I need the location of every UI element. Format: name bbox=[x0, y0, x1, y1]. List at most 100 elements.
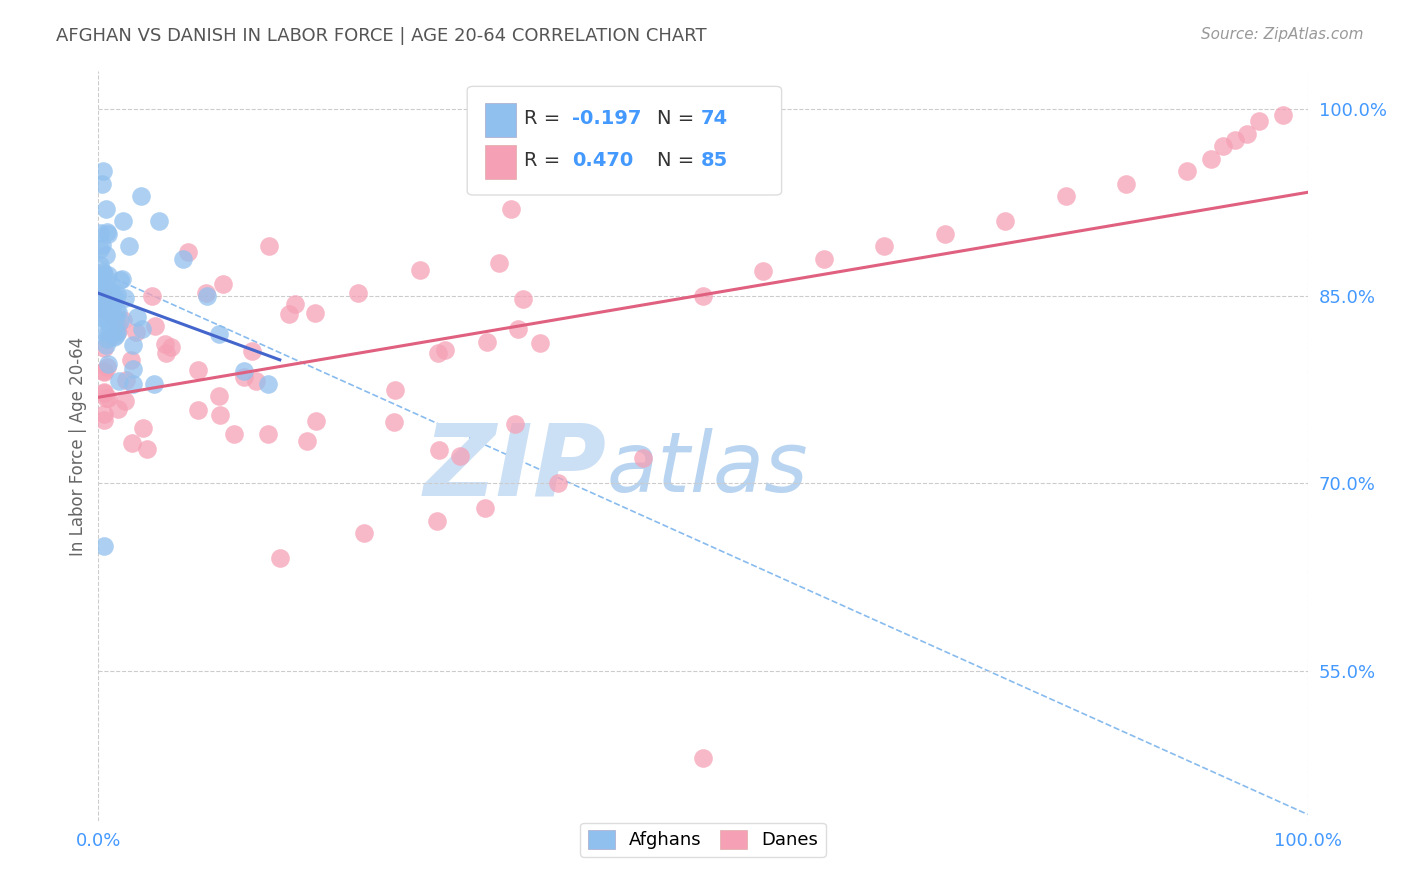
Text: N =: N = bbox=[657, 109, 700, 128]
Point bbox=[93, 292, 115, 306]
Point bbox=[111, 214, 134, 228]
Point bbox=[208, 389, 231, 403]
Point bbox=[111, 272, 134, 286]
Text: 85: 85 bbox=[700, 151, 728, 170]
Point bbox=[94, 297, 117, 311]
Point bbox=[114, 291, 136, 305]
Point bbox=[111, 313, 134, 327]
Y-axis label: In Labor Force | Age 20-64: In Labor Force | Age 20-64 bbox=[69, 336, 87, 556]
Point bbox=[93, 413, 115, 427]
Point bbox=[105, 287, 128, 301]
Point bbox=[89, 276, 111, 290]
Point bbox=[98, 305, 121, 319]
Point bbox=[631, 451, 654, 466]
Text: ZIP: ZIP bbox=[423, 420, 606, 517]
Point bbox=[114, 394, 136, 409]
Point bbox=[93, 290, 115, 304]
Point bbox=[269, 551, 291, 566]
Point bbox=[172, 252, 194, 266]
Point bbox=[91, 237, 114, 252]
Point bbox=[93, 341, 115, 355]
Point bbox=[148, 214, 170, 228]
Point bbox=[104, 314, 127, 328]
Point bbox=[107, 324, 129, 338]
Text: 0.470: 0.470 bbox=[572, 151, 634, 170]
Point bbox=[692, 289, 714, 303]
Point bbox=[93, 324, 115, 338]
Point bbox=[103, 330, 125, 344]
Point bbox=[93, 364, 115, 378]
Point bbox=[93, 407, 115, 421]
Point bbox=[100, 301, 122, 315]
Text: N =: N = bbox=[657, 151, 700, 170]
Point bbox=[93, 365, 115, 379]
Point bbox=[1223, 133, 1246, 147]
Point bbox=[121, 436, 143, 450]
Point bbox=[426, 514, 449, 528]
Point bbox=[195, 289, 218, 303]
Point bbox=[107, 374, 129, 388]
Point bbox=[100, 285, 122, 299]
Point bbox=[409, 263, 432, 277]
Point bbox=[187, 403, 209, 417]
Point bbox=[96, 281, 118, 295]
Point bbox=[127, 310, 149, 325]
Point bbox=[94, 292, 117, 306]
Point bbox=[1115, 177, 1137, 191]
Point bbox=[232, 364, 254, 378]
Point bbox=[427, 346, 450, 360]
Point bbox=[305, 414, 328, 428]
Point bbox=[129, 189, 152, 203]
Point bbox=[94, 303, 117, 318]
Text: R =: R = bbox=[524, 151, 567, 170]
Point bbox=[118, 239, 141, 253]
Point bbox=[91, 177, 114, 191]
Text: -0.197: -0.197 bbox=[572, 109, 641, 128]
Point bbox=[692, 751, 714, 765]
Point bbox=[93, 386, 115, 401]
Point bbox=[547, 476, 569, 491]
Point bbox=[107, 305, 129, 319]
Point bbox=[529, 335, 551, 350]
Point bbox=[91, 265, 114, 279]
Point bbox=[384, 384, 406, 398]
Point bbox=[475, 335, 498, 350]
Point bbox=[508, 322, 530, 336]
Point bbox=[208, 408, 231, 422]
FancyBboxPatch shape bbox=[467, 87, 782, 195]
Point bbox=[347, 285, 370, 300]
Point bbox=[101, 292, 124, 306]
Point bbox=[873, 239, 896, 253]
Point bbox=[104, 311, 127, 326]
Point bbox=[994, 214, 1017, 228]
Point bbox=[1199, 152, 1222, 166]
Bar bbox=[485, 145, 516, 178]
Point bbox=[90, 293, 112, 308]
Bar bbox=[485, 103, 516, 136]
Point bbox=[89, 258, 111, 272]
Point bbox=[153, 337, 176, 351]
Point bbox=[97, 227, 120, 241]
Point bbox=[94, 202, 117, 216]
Point bbox=[96, 295, 118, 310]
Point bbox=[208, 326, 231, 341]
Point bbox=[382, 415, 405, 429]
Point bbox=[240, 343, 263, 358]
Text: atlas: atlas bbox=[606, 428, 808, 509]
Point bbox=[91, 297, 114, 311]
Point bbox=[194, 285, 217, 300]
Point bbox=[96, 338, 118, 352]
Point bbox=[813, 252, 835, 266]
Point bbox=[107, 319, 129, 334]
Point bbox=[97, 301, 120, 315]
Text: 74: 74 bbox=[700, 109, 728, 128]
Point bbox=[1249, 114, 1271, 128]
Point bbox=[89, 242, 111, 256]
Point bbox=[353, 526, 375, 541]
Point bbox=[752, 264, 775, 278]
Point bbox=[135, 442, 157, 456]
Point bbox=[98, 307, 121, 321]
Point bbox=[1212, 139, 1234, 153]
Point bbox=[934, 227, 956, 241]
Legend: Afghans, Danes: Afghans, Danes bbox=[581, 822, 825, 856]
